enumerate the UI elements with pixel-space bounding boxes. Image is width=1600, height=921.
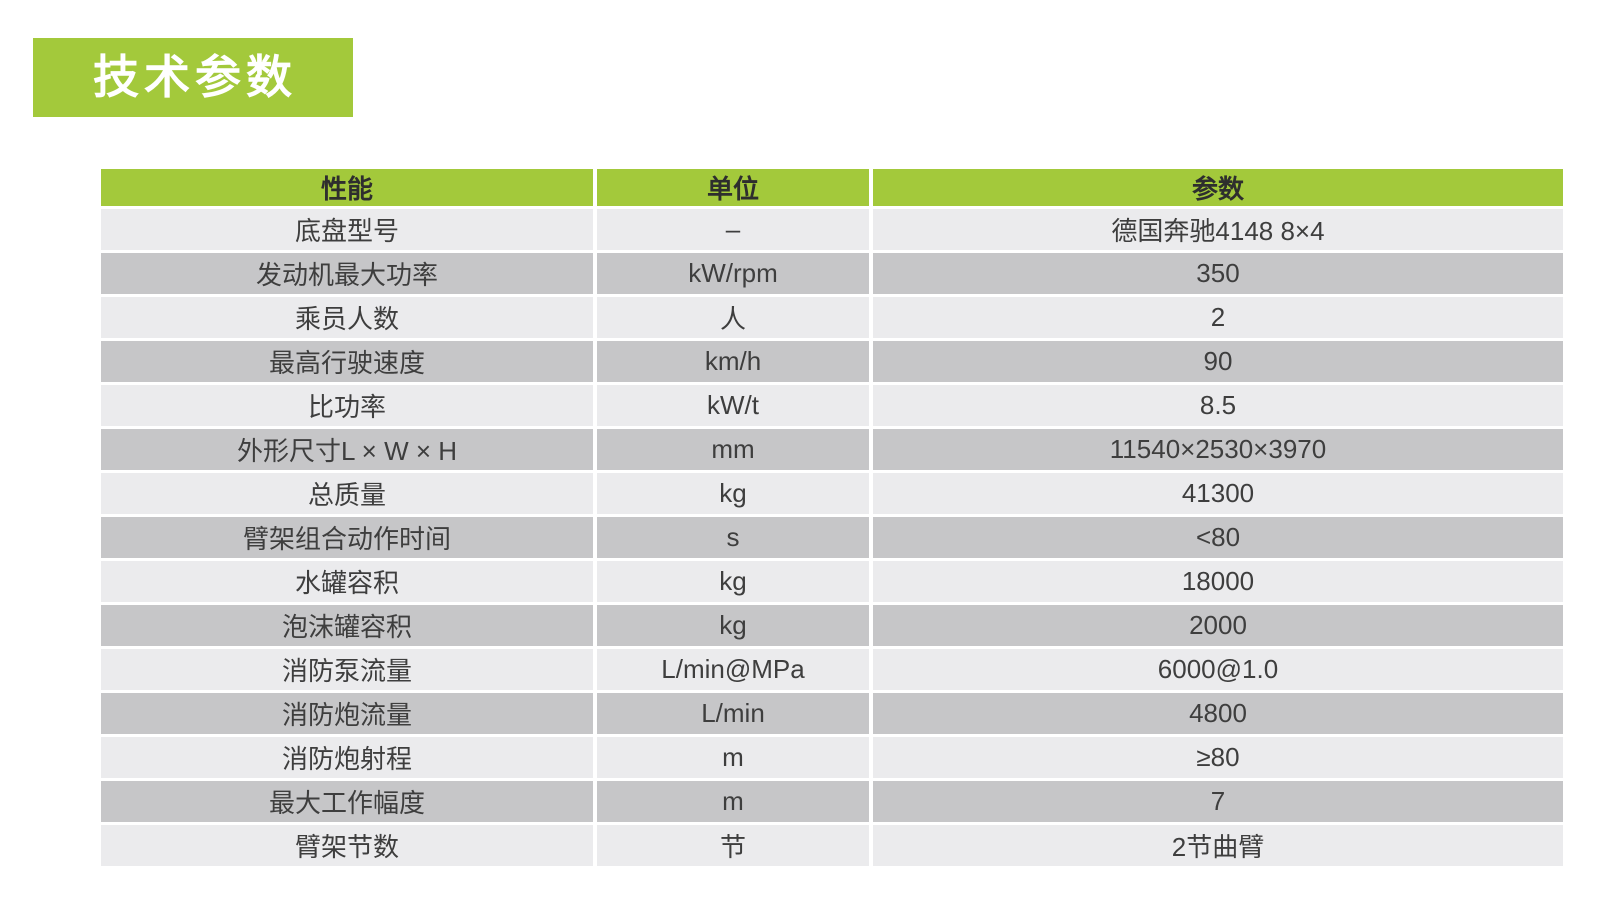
spec-unit-cell: L/min: [597, 693, 869, 734]
spec-label-cell: 底盘型号: [101, 209, 593, 250]
spec-value-cell: 11540×2530×3970: [873, 429, 1563, 470]
table-row: 泡沫罐容积 kg 2000: [101, 605, 1563, 646]
spec-value-cell: 2000: [873, 605, 1563, 646]
spec-unit-cell: m: [597, 781, 869, 822]
spec-label-cell: 消防炮射程: [101, 737, 593, 778]
header-unit: 单位: [597, 169, 869, 206]
spec-unit-cell: kW/rpm: [597, 253, 869, 294]
spec-value-cell: 18000: [873, 561, 1563, 602]
spec-label-cell: 水罐容积: [101, 561, 593, 602]
spec-value-cell: 德国奔驰4148 8×4: [873, 209, 1563, 250]
table-row: 消防炮射程 m ≥80: [101, 737, 1563, 778]
spec-unit-cell: mm: [597, 429, 869, 470]
spec-value-cell: 90: [873, 341, 1563, 382]
table-row: 比功率 kW/t 8.5: [101, 385, 1563, 426]
spec-unit-cell: 人: [597, 297, 869, 338]
table-row: 乘员人数人 2: [101, 297, 1563, 338]
spec-label-cell: 发动机最大功率: [101, 253, 593, 294]
spec-value-cell: <80: [873, 517, 1563, 558]
spec-unit-cell: kg: [597, 605, 869, 646]
spec-label-cell: 臂架组合动作时间: [101, 517, 593, 558]
spec-unit-cell: kW/t: [597, 385, 869, 426]
spec-unit-cell: km/h: [597, 341, 869, 382]
table-row: 水罐容积 kg 18000: [101, 561, 1563, 602]
spec-value-cell: ≥80: [873, 737, 1563, 778]
spec-value-cell: 7: [873, 781, 1563, 822]
table-row: 消防炮流量 L/min 4800: [101, 693, 1563, 734]
spec-label-cell: 消防泵流量: [101, 649, 593, 690]
table-row: 最高行驶速度 km/h 90: [101, 341, 1563, 382]
spec-unit-cell: s: [597, 517, 869, 558]
spec-label-cell: 臂架节数: [101, 825, 593, 866]
spec-table: 性能 单位 参数 底盘型号 – 德国奔驰4148 8×4 发动机最大功率 kW/rpm 3…: [97, 166, 1567, 869]
spec-value-cell: 6000@1.0: [873, 649, 1563, 690]
header-parameter: 参数: [873, 169, 1563, 206]
spec-unit-cell: kg: [597, 561, 869, 602]
spec-label-cell: 最大工作幅度: [101, 781, 593, 822]
spec-value-cell: 350: [873, 253, 1563, 294]
page-title: 技术参数: [33, 38, 353, 117]
spec-label-cell: 比功率: [101, 385, 593, 426]
spec-value-cell: 2: [873, 297, 1563, 338]
spec-label-cell: 泡沫罐容积: [101, 605, 593, 646]
spec-label-cell: 外形尺寸L × W × H: [101, 429, 593, 470]
spec-label-cell: 消防炮流量: [101, 693, 593, 734]
spec-label-cell: 总质量: [101, 473, 593, 514]
spec-unit-cell: m: [597, 737, 869, 778]
header-performance: 性能: [101, 169, 593, 206]
spec-value-cell: 4800: [873, 693, 1563, 734]
table-row: 底盘型号 – 德国奔驰4148 8×4: [101, 209, 1563, 250]
spec-unit-cell: –: [597, 209, 869, 250]
spec-value-cell: 41300: [873, 473, 1563, 514]
table-row: 总质量 kg 41300: [101, 473, 1563, 514]
table-row: 发动机最大功率 kW/rpm 350: [101, 253, 1563, 294]
table-row: 消防泵流量 L/min@MPa 6000@1.0: [101, 649, 1563, 690]
spec-label-cell: 最高行驶速度: [101, 341, 593, 382]
spec-value-cell: 8.5: [873, 385, 1563, 426]
spec-value-cell: 2节曲臂: [873, 825, 1563, 866]
spec-unit-cell: L/min@MPa: [597, 649, 869, 690]
table-row: 臂架节数节 2节曲臂: [101, 825, 1563, 866]
table-row: 最大工作幅度 m 7: [101, 781, 1563, 822]
spec-unit-cell: 节: [597, 825, 869, 866]
spec-unit-cell: kg: [597, 473, 869, 514]
table-row: 臂架组合动作时间 s <80: [101, 517, 1563, 558]
table-header-row: 性能 单位 参数: [101, 169, 1563, 206]
spec-label-cell: 乘员人数: [101, 297, 593, 338]
